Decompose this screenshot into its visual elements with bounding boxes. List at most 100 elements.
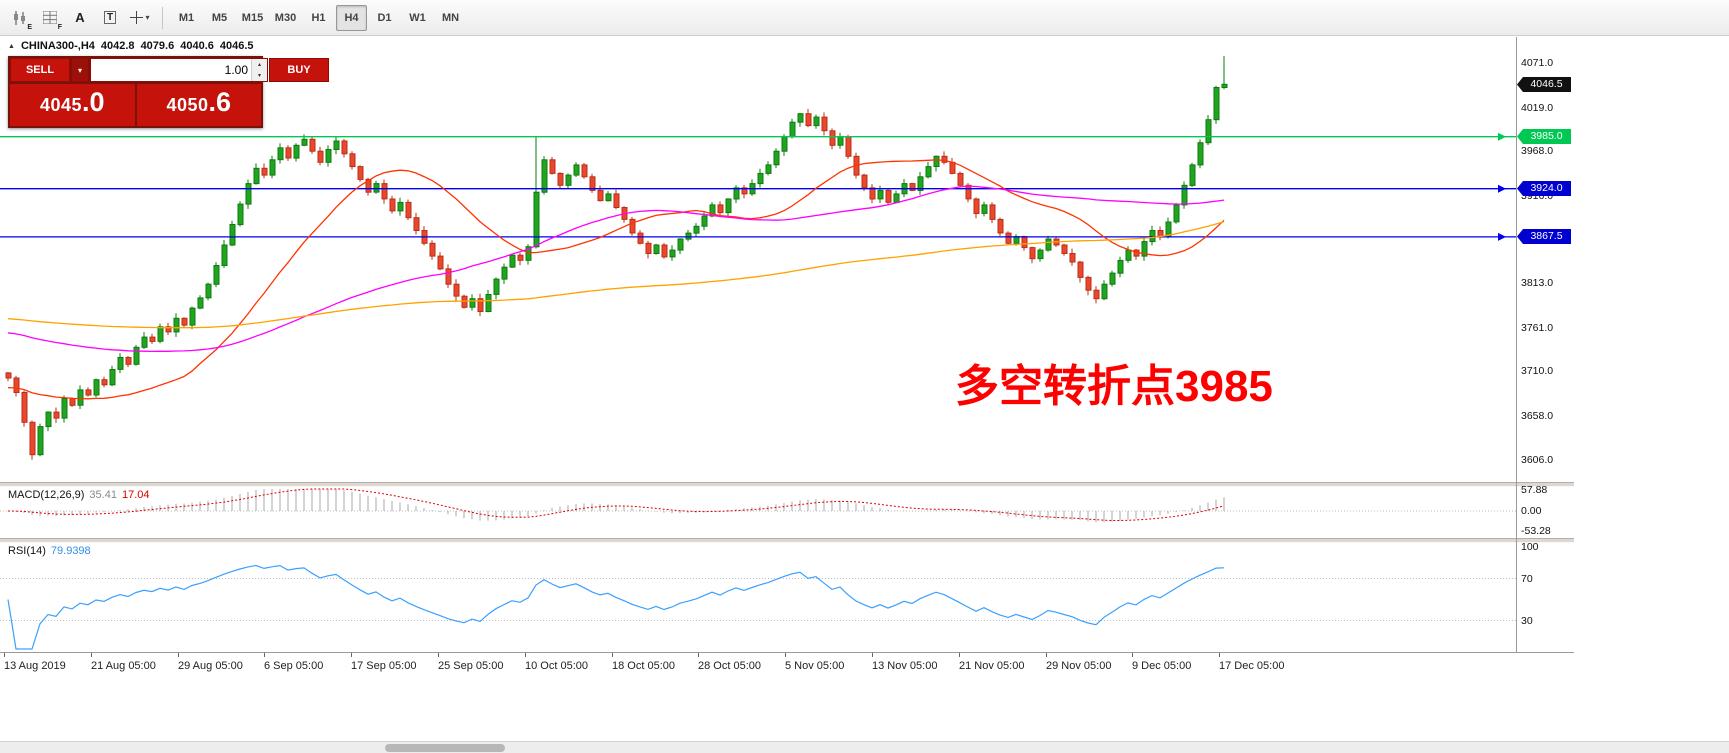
time-axis-label: 21 Nov 05:00 (959, 660, 1025, 672)
time-axis-tick (872, 653, 873, 657)
rsi-panel-svg[interactable] (0, 543, 1516, 652)
time-axis-label: 25 Sep 05:00 (438, 660, 504, 672)
chart-symbol-period: CHINA300-,H4 (20, 40, 95, 52)
price-tag[interactable]: 4046.5 (1517, 77, 1571, 92)
price-axis-label: 4019.0 (1521, 102, 1554, 114)
scrollbar-thumb[interactable] (385, 744, 505, 752)
macd-axis-label: -53.28 (1521, 525, 1551, 537)
sell-button[interactable]: SELL (10, 58, 70, 82)
time-axis-tick (785, 653, 786, 657)
macd-axis-label: 57.88 (1521, 484, 1548, 496)
volume-stepper: ▴ ▾ (251, 59, 267, 81)
macd-label: MACD(12,26,9) 35.41 17.04 (8, 489, 150, 501)
chart-toolbar: E F A T ▾ M1 M5 M15 M30 H1 H4 D1 W1 MN (0, 0, 1729, 36)
sell-price-dec: .0 (82, 87, 105, 117)
ma-fast-red[interactable] (7, 159, 1225, 400)
text-annotation-icon[interactable]: A (75, 10, 85, 25)
buy-price-display[interactable]: 4050 .6 (136, 84, 261, 126)
time-axis-tick (612, 653, 613, 657)
time-axis-label: 5 Nov 05:00 (785, 660, 845, 672)
price-axis-label: 3968.0 (1521, 145, 1554, 157)
ma-slow-orange[interactable] (7, 221, 1225, 329)
timeframe-button-m1[interactable]: M1 (178, 11, 195, 24)
price-tag[interactable]: 3985.0 (1517, 129, 1571, 144)
time-axis-tick (91, 653, 92, 657)
grid-glyph (43, 11, 57, 24)
time-axis-tick (1046, 653, 1047, 657)
time-axis-label: 28 Oct 05:00 (698, 660, 761, 672)
time-axis-tick (698, 653, 699, 657)
macd-axis-label: 0.00 (1521, 505, 1542, 517)
volume-increase-button[interactable]: ▴ (252, 59, 267, 70)
price-axis-border (1516, 37, 1517, 652)
buy-button[interactable]: BUY (269, 58, 329, 82)
volume-decrease-button[interactable]: ▾ (252, 70, 267, 81)
sell-price-int: 4045 (39, 95, 82, 115)
macd-histogram (15, 489, 1225, 523)
panel-separator[interactable] (0, 482, 1574, 487)
volume-dropdown-button[interactable]: ▾ (71, 58, 89, 82)
time-axis-label: 29 Aug 05:00 (178, 660, 243, 672)
timeframe-button-m5[interactable]: M5 (211, 11, 228, 24)
horizontal-scrollbar[interactable] (0, 741, 1729, 753)
bar-open: 4042.8 (100, 40, 135, 52)
time-axis-label: 13 Nov 05:00 (872, 660, 938, 672)
timeframe-button-d1[interactable]: D1 (377, 11, 392, 24)
icon-badge: E (27, 23, 32, 31)
indicator-grid-icon[interactable]: F (36, 5, 64, 31)
collapse-arrow-icon: ▲ (8, 42, 15, 50)
chart-text-annotation[interactable]: 多空转折点3985 (955, 362, 1273, 411)
buy-price-dec: .6 (208, 87, 232, 117)
price-axis-label: 4071.0 (1521, 57, 1554, 69)
candles (5, 56, 1228, 460)
time-axis-tick (264, 653, 265, 657)
time-axis-tick (351, 653, 352, 657)
rsi-value: 79.9398 (50, 545, 91, 557)
one-click-trade-panel: SELL ▾ ▴ ▾ BUY 4045 .0 4050 .6 (8, 56, 329, 128)
rsi-axis-label: 70 (1521, 573, 1533, 585)
time-axis-label: 21 Aug 05:00 (91, 660, 156, 672)
timeframe-button-m15[interactable]: M15 (241, 11, 264, 24)
timeframe-button-h1[interactable]: H1 (311, 11, 326, 24)
sell-price-display[interactable]: 4045 .0 (10, 84, 135, 126)
ma-mid-magenta[interactable] (7, 185, 1225, 353)
icon-badge: F (57, 23, 62, 31)
time-axis-tick (959, 653, 960, 657)
timeframe-button-mn[interactable]: MN (441, 11, 460, 24)
time-axis-label: 9 Dec 05:00 (1132, 660, 1192, 672)
timeframe-button-w1[interactable]: W1 (409, 11, 426, 24)
price-axis-label: 3761.0 (1521, 322, 1554, 334)
rsi-axis-label: 100 (1521, 541, 1539, 553)
rsi-label: RSI(14) 79.9398 (8, 545, 91, 557)
price-tag[interactable]: 3924.0 (1517, 181, 1571, 196)
bar-low: 4040.6 (180, 40, 214, 52)
time-axis-tick (4, 653, 5, 657)
time-axis-label: 13 Aug 2019 (4, 660, 66, 672)
time-axis-tick (1219, 653, 1220, 657)
time-axis-label: 6 Sep 05:00 (264, 660, 324, 672)
macd-panel-svg[interactable] (0, 487, 1516, 538)
time-axis-tick (1132, 653, 1133, 657)
volume-input[interactable] (91, 59, 251, 81)
time-axis-tick (438, 653, 439, 657)
macd-signal-line (7, 488, 1225, 521)
timeframe-button-h4[interactable]: H4 (336, 4, 367, 31)
price-axis-label: 3813.0 (1521, 277, 1554, 289)
candlestick-glyph (14, 10, 25, 25)
time-axis-tick (525, 653, 526, 657)
text-label-icon[interactable]: T (96, 5, 124, 31)
time-axis-label: 29 Nov 05:00 (1046, 660, 1112, 672)
crosshair-glyph (130, 11, 144, 24)
panel-separator[interactable] (0, 538, 1574, 543)
time-axis-tick (178, 653, 179, 657)
price-tag[interactable]: 3867.5 (1517, 229, 1571, 244)
horizontal-level-lines[interactable] (0, 132, 1516, 241)
candlestick-chart-icon[interactable]: E (6, 5, 34, 31)
rsi-axis-label: 30 (1521, 615, 1533, 627)
chevron-down-icon: ▾ (145, 13, 150, 22)
volume-field: ▴ ▾ (90, 58, 268, 82)
timeframe-button-m30[interactable]: M30 (274, 11, 297, 24)
crosshair-tool-icon[interactable]: ▾ (126, 5, 154, 31)
time-axis[interactable]: 13 Aug 2019 21 Aug 05:00 29 Aug 05:00 6 Sep… (0, 652, 1574, 677)
buy-price-int: 4050 (166, 95, 209, 115)
